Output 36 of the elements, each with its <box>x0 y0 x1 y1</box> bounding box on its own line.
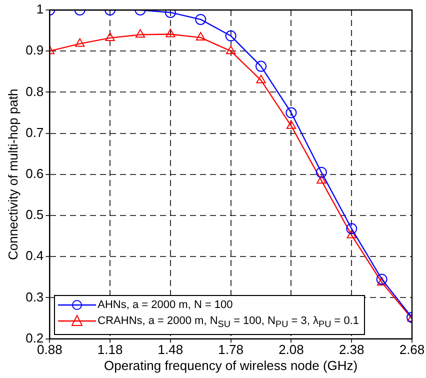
y-tick-label: 0.7 <box>26 124 44 140</box>
point <box>376 274 388 285</box>
point <box>166 28 176 38</box>
point <box>376 276 387 286</box>
point <box>135 29 146 38</box>
point <box>196 32 206 41</box>
y-tick-label: 0.6 <box>26 166 44 181</box>
point <box>316 175 326 184</box>
point <box>75 38 85 47</box>
point <box>316 166 327 178</box>
y-tick-label: 0.5 <box>26 207 44 222</box>
y-tick-label: 0.8 <box>26 84 44 99</box>
point <box>195 14 206 25</box>
x-tick-label: 2.08 <box>278 342 304 358</box>
point <box>286 120 296 129</box>
y-tick-label: 0.9 <box>26 42 44 58</box>
point <box>346 223 358 234</box>
x-tick-label: 2.68 <box>399 342 425 358</box>
x-axis-title: Operating frequency of wireless node (GHz) <box>104 358 358 373</box>
point <box>256 60 267 72</box>
y-tick-label: 1 <box>36 2 44 17</box>
legend-label: CRAHNs, a = 2000 m, N$_{SU}$ = 100, N$_{PU}$ = 3, λ$_{PU}$ = 0.1 <box>98 314 360 329</box>
point <box>286 107 297 118</box>
point <box>105 32 115 41</box>
y-axis-title: Connectivity of multi-hop path <box>5 88 20 260</box>
point <box>225 30 236 42</box>
y-tick-label: 0.4 <box>26 248 44 264</box>
point <box>256 74 266 84</box>
point <box>226 46 236 54</box>
x-tick-label: 1.18 <box>97 342 123 358</box>
point <box>346 230 356 238</box>
x-tick-label: 2.38 <box>338 342 364 358</box>
legend-label: AHNs, a = 2000 m, N = 100 <box>98 298 233 311</box>
x-tick-label: 1.48 <box>158 342 184 358</box>
x-tick-label: 1.78 <box>218 342 244 358</box>
y-tick-label: 0.3 <box>26 289 44 304</box>
